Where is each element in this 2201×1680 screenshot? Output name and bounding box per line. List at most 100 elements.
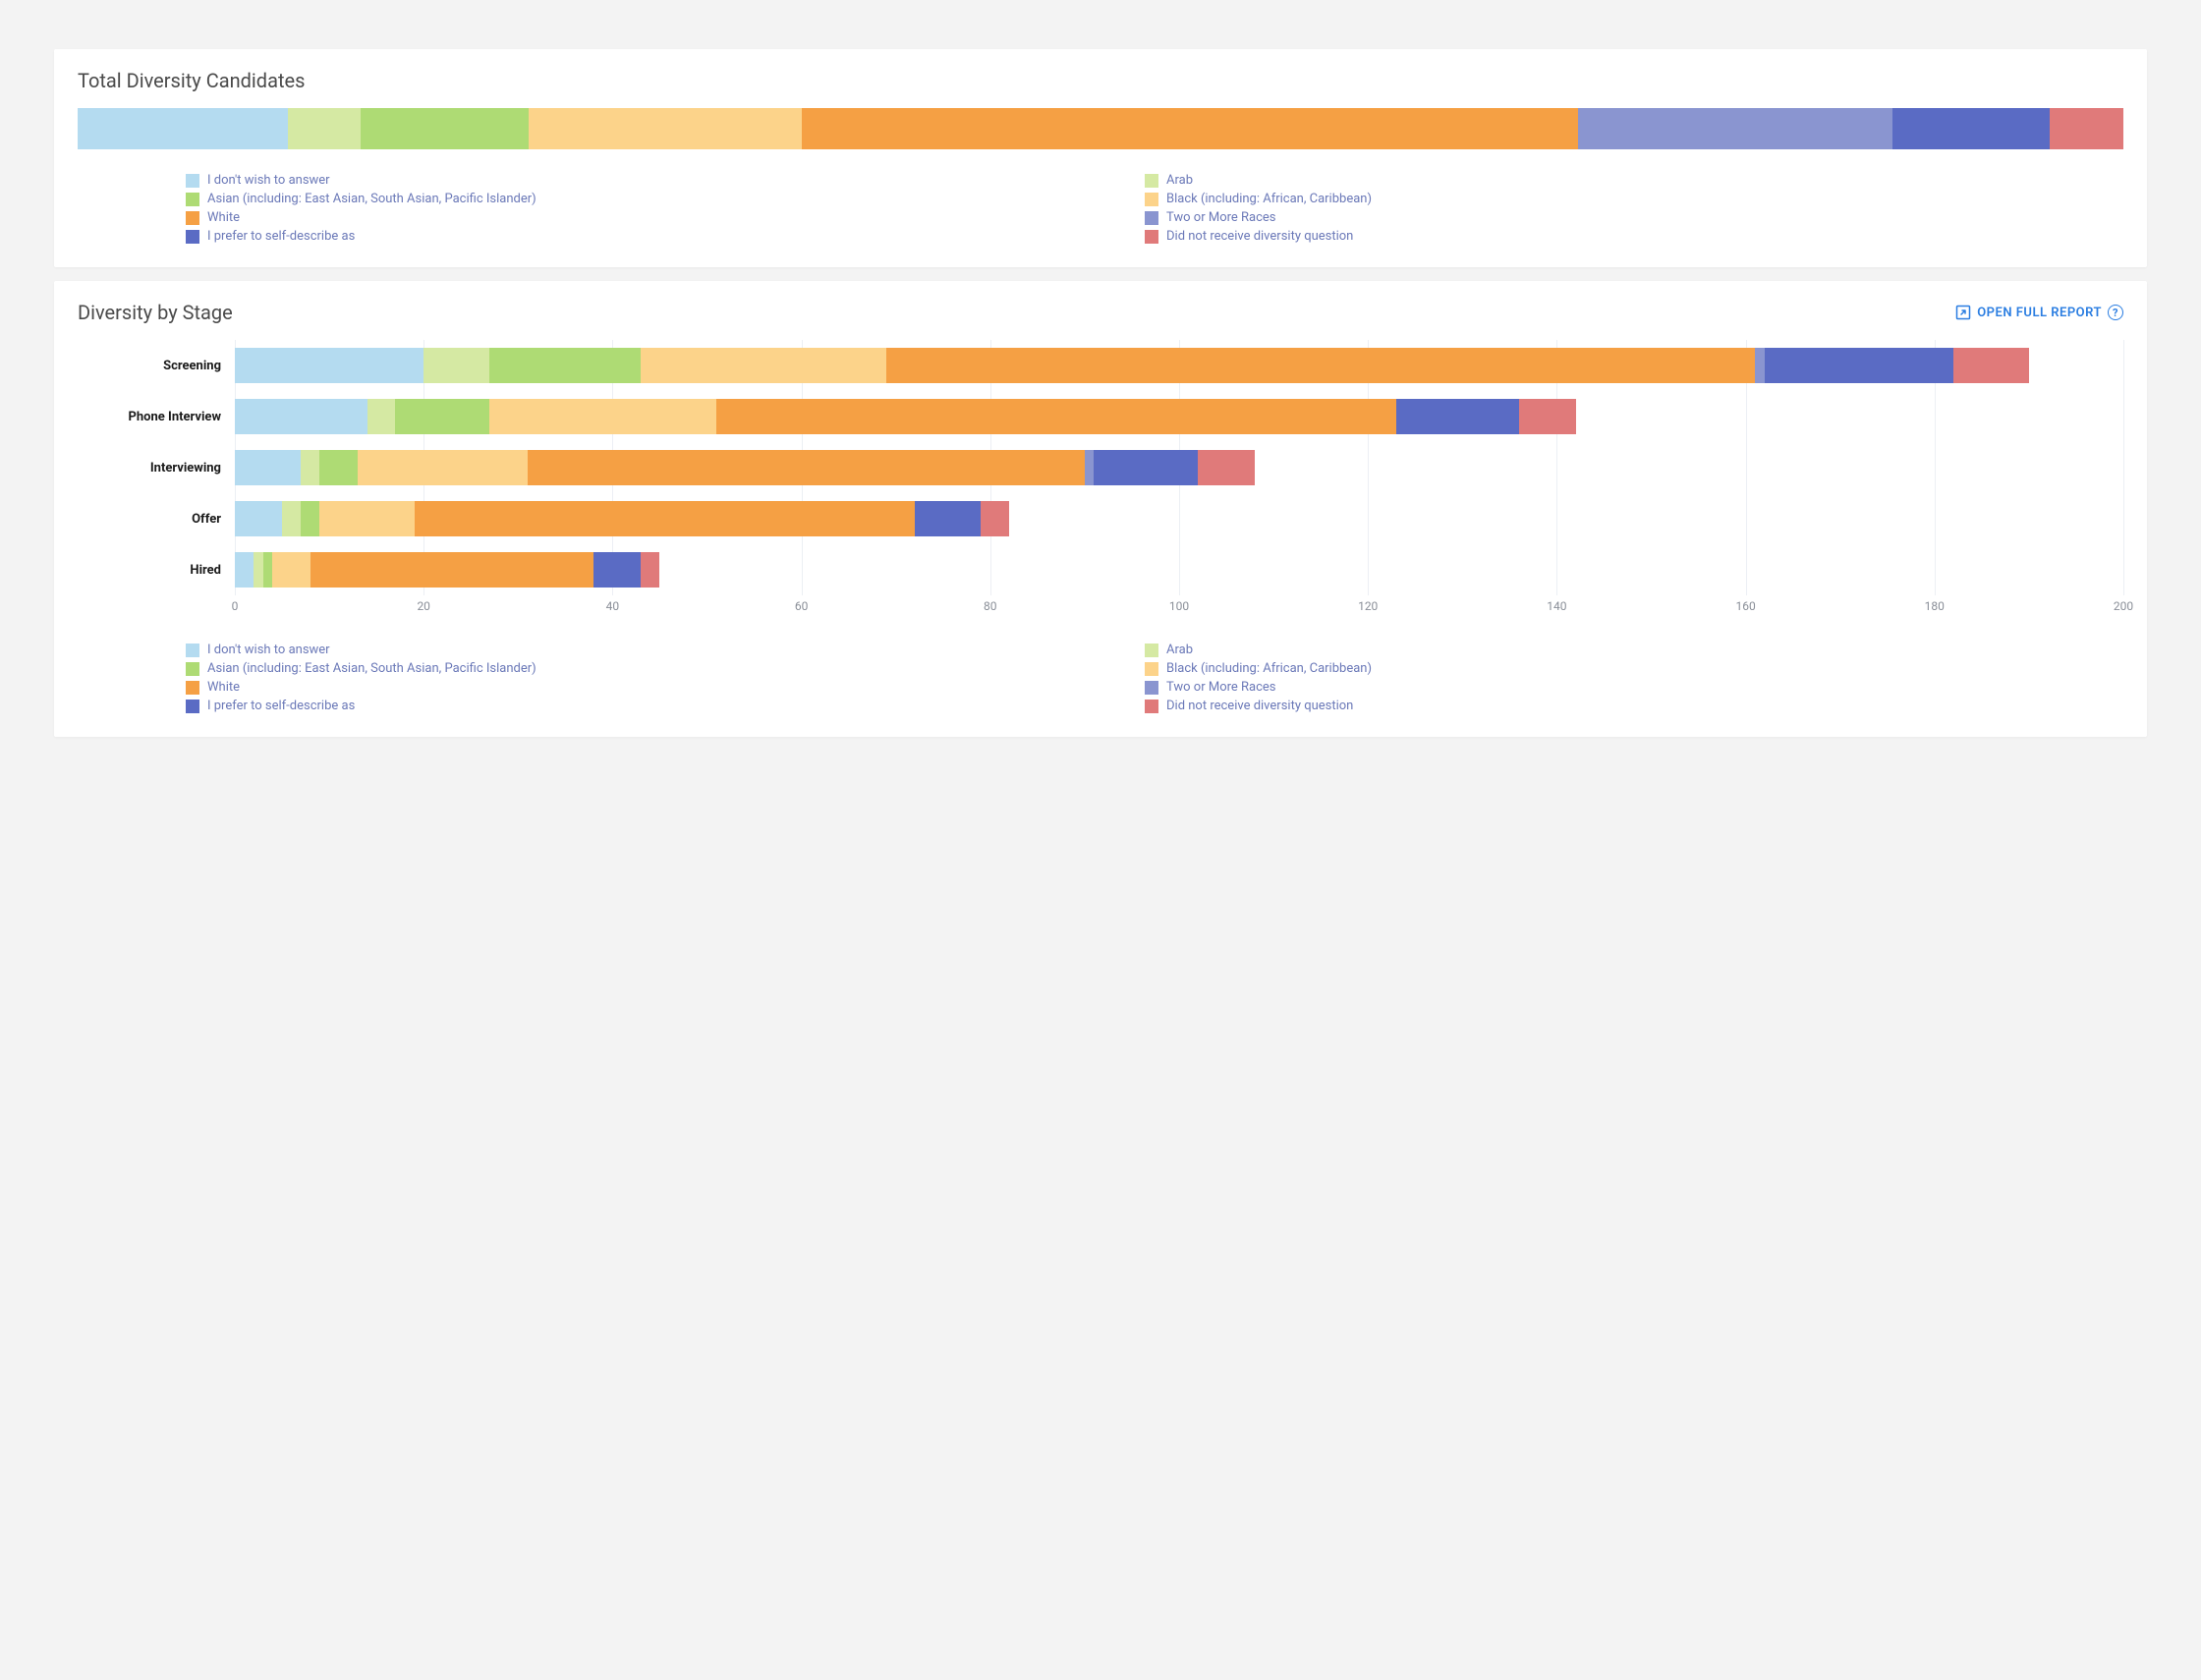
stage-segment-no_answer [235,348,423,383]
stage-segment-white [528,450,1085,485]
legend-label-self_desc: I prefer to self-describe as [207,699,355,713]
stage-segment-white [886,348,1755,383]
legend-label-two_more: Two or More Races [1166,680,1276,695]
legend-label-no_question: Did not receive diversity question [1166,229,1353,244]
legend-label-white: White [207,680,240,695]
stage-segment-black [358,450,528,485]
legend-swatch-no_answer [186,644,199,657]
legend-item-no_question: Did not receive diversity question [1145,229,2084,244]
legend-item-white: White [186,680,1125,695]
legend-item-no_question: Did not receive diversity question [1145,699,2084,713]
legend-item-arab: Arab [1145,173,2084,188]
stage-segment-no_question [641,552,659,588]
stage-segment-white [415,501,915,536]
stage-segment-asian [395,399,489,434]
x-tick: 200 [2114,599,2133,613]
legend-label-arab: Arab [1166,643,1193,657]
stage-segment-no_question [981,501,1009,536]
x-tick: 100 [1169,599,1189,613]
total-diversity-title: Total Diversity Candidates [78,69,2123,92]
stage-label: Offer [78,493,235,544]
legend-item-white: White [186,210,1125,225]
x-tick: 0 [232,599,239,613]
x-tick: 120 [1358,599,1378,613]
stage-segment-self_desc [1094,450,1198,485]
stage-segment-arab [423,348,489,383]
open-full-report-label: OPEN FULL REPORT [1977,306,2102,320]
stage-bars [235,340,2123,595]
stage-bar-row [235,544,2123,595]
total-diversity-legend: I don't wish to answer Arab Asian (includi… [78,173,2123,244]
legend-item-self_desc: I prefer to self-describe as [186,229,1125,244]
stage-segment-asian [319,450,357,485]
total-diversity-bar [78,108,2123,149]
legend-swatch-black [1145,193,1158,206]
legend-item-black: Black (including: African, Caribbean) [1145,661,2084,676]
total-bar-segment-two_more [1578,108,1892,149]
gridline [2123,340,2124,595]
total-bar-segment-asian [361,108,529,149]
legend-label-no_question: Did not receive diversity question [1166,699,1353,713]
stage-bar-stack [235,348,2123,383]
stage-segment-black [641,348,886,383]
stage-label: Interviewing [78,442,235,493]
total-bar-segment-black [529,108,802,149]
legend-label-no_answer: I don't wish to answer [207,643,330,657]
legend-label-black: Black (including: African, Caribbean) [1166,661,1372,676]
stage-label: Hired [78,544,235,595]
stage-segment-arab [254,552,263,588]
legend-item-self_desc: I prefer to self-describe as [186,699,1125,713]
legend-item-two_more: Two or More Races [1145,210,2084,225]
legend-item-black: Black (including: African, Caribbean) [1145,192,2084,206]
legend-swatch-no_answer [186,174,199,188]
stage-segment-arab [367,399,396,434]
legend-swatch-self_desc [186,230,199,244]
stage-x-axis: 020406080100120140160180200 [78,599,2123,619]
stage-segment-black [272,552,310,588]
legend-item-no_answer: I don't wish to answer [186,173,1125,188]
help-icon[interactable]: ? [2108,305,2123,320]
x-tick: 40 [606,599,620,613]
stage-bar-row [235,340,2123,391]
x-tick: 140 [1547,599,1566,613]
stage-bar-stack [235,399,2123,434]
stage-bar-row [235,442,2123,493]
open-external-icon [1955,305,1971,320]
x-tick: 80 [984,599,997,613]
legend-swatch-self_desc [186,700,199,713]
legend-item-no_answer: I don't wish to answer [186,643,1125,657]
stage-label: Screening [78,340,235,391]
legend-swatch-two_more [1145,211,1158,225]
legend-swatch-black [1145,662,1158,676]
stage-diversity-card: Diversity by Stage OPEN FULL REPORT ? Sc… [54,281,2147,737]
legend-item-asian: Asian (including: East Asian, South Asia… [186,661,1125,676]
total-bar-segment-white [802,108,1578,149]
legend-label-white: White [207,210,240,225]
legend-label-no_answer: I don't wish to answer [207,173,330,188]
x-tick: 60 [795,599,809,613]
stage-bar-row [235,493,2123,544]
open-full-report-link[interactable]: OPEN FULL REPORT ? [1955,305,2123,320]
legend-item-arab: Arab [1145,643,2084,657]
stage-segment-no_answer [235,450,301,485]
total-bar-segment-no_question [2050,108,2123,149]
stage-segment-self_desc [1396,399,1519,434]
total-bar-segment-no_answer [78,108,288,149]
stage-x-ticks: 020406080100120140160180200 [235,599,2123,619]
legend-label-self_desc: I prefer to self-describe as [207,229,355,244]
legend-label-asian: Asian (including: East Asian, South Asia… [207,192,536,206]
stage-segment-self_desc [593,552,641,588]
stage-segment-asian [489,348,641,383]
stage-segment-self_desc [1765,348,1953,383]
stage-segment-black [319,501,414,536]
stage-plot-area [235,340,2123,595]
legend-label-two_more: Two or More Races [1166,210,1276,225]
total-diversity-card: Total Diversity Candidates I don't wish … [54,49,2147,267]
legend-swatch-arab [1145,174,1158,188]
stage-segment-no_answer [235,399,367,434]
legend-item-two_more: Two or More Races [1145,680,2084,695]
stage-bar-stack [235,501,2123,536]
legend-swatch-two_more [1145,681,1158,695]
legend-swatch-no_question [1145,230,1158,244]
stage-bar-stack [235,552,2123,588]
